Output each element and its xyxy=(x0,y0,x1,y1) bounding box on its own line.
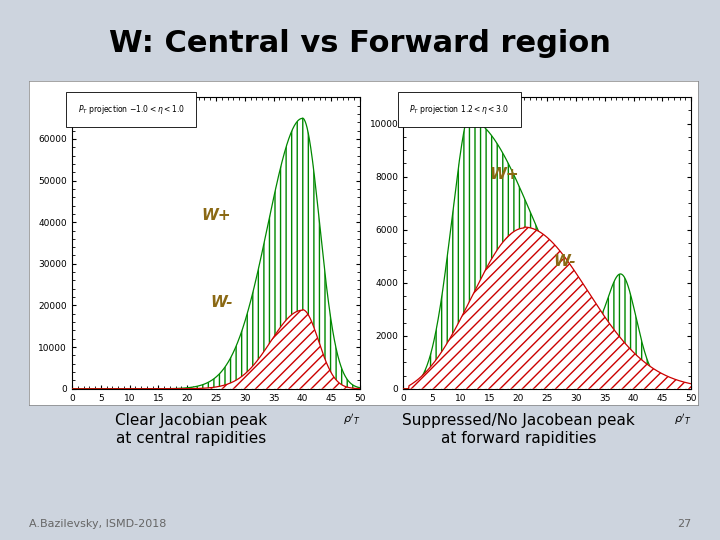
Text: A.Bazilevsky, ISMD-2018: A.Bazilevsky, ISMD-2018 xyxy=(29,519,166,529)
Text: $\rho'_T$: $\rho'_T$ xyxy=(343,412,360,427)
Text: W+: W+ xyxy=(202,208,231,222)
Text: $\rho'_T$: $\rho'_T$ xyxy=(674,412,691,427)
Text: W: Central vs Forward region: W: Central vs Forward region xyxy=(109,29,611,58)
Text: $P_T$ projection $1.2 < \eta < 3.0$: $P_T$ projection $1.2 < \eta < 3.0$ xyxy=(409,103,509,116)
Text: Suppressed/No Jacobean peak
at forward rapidities: Suppressed/No Jacobean peak at forward r… xyxy=(402,413,635,446)
Text: W-: W- xyxy=(553,254,575,269)
Text: W+: W+ xyxy=(490,167,519,182)
Text: Clear Jacobian peak
at central rapidities: Clear Jacobian peak at central rapiditie… xyxy=(114,413,267,446)
Text: W-: W- xyxy=(210,295,233,310)
Text: $P_T$ projection $-1.0 < \eta < 1.0$: $P_T$ projection $-1.0 < \eta < 1.0$ xyxy=(78,103,184,116)
Text: 27: 27 xyxy=(677,519,691,529)
